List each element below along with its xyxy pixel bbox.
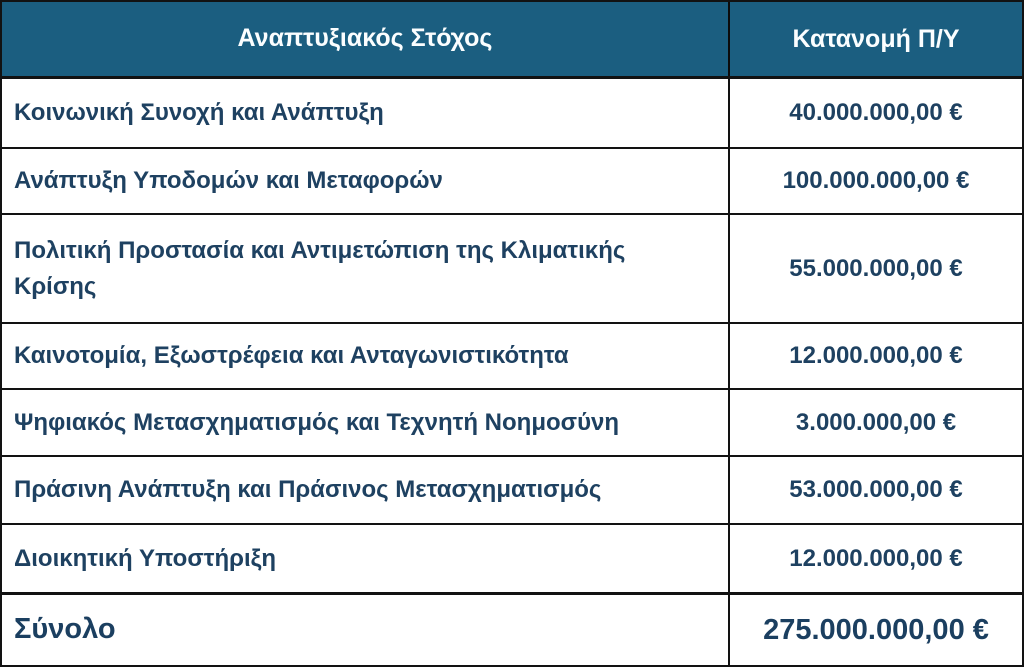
table-row: Πράσινη Ανάπτυξη και Πράσινος Μετασχηματ… — [2, 457, 1022, 525]
table-row: Ανάπτυξη Υποδομών και Μεταφορών 100.000.… — [2, 149, 1022, 215]
budget-value: 40.000.000,00 € — [789, 99, 963, 126]
budget-value: 53.000.000,00 € — [789, 476, 963, 503]
header-goal-column: Αναπτυξιακός Στόχος — [2, 2, 730, 76]
budget-value: 100.000.000,00 € — [782, 167, 970, 194]
table-row: Κοινωνική Συνοχή και Ανάπτυξη 40.000.000… — [2, 79, 1022, 149]
goal-label: Ανάπτυξη Υποδομών και Μεταφορών — [2, 149, 730, 213]
table-row: Καινοτομία, Εξωστρέφεια και Ανταγωνιστικ… — [2, 324, 1022, 390]
goal-label: Καινοτομία, Εξωστρέφεια και Ανταγωνιστικ… — [2, 324, 730, 388]
header-budget-column: Κατανομή Π/Υ — [792, 24, 960, 53]
table-row: Πολιτική Προστασία και Αντιμετώπιση της … — [2, 215, 1022, 324]
goal-label: Ψηφιακός Μετασχηματισμός και Τεχνητή Νοη… — [2, 390, 730, 455]
total-label: Σύνολο — [2, 595, 730, 665]
table-row: Διοικητική Υποστήριξη 12.000.000,00 € — [2, 525, 1022, 595]
budget-value: 3.000.000,00 € — [795, 408, 957, 436]
budget-value: 12.000.000,00 € — [789, 544, 963, 572]
table-total-row: Σύνολο 275.000.000,00 € — [2, 595, 1022, 665]
goal-label: Πράσινη Ανάπτυξη και Πράσινος Μετασχηματ… — [2, 457, 730, 523]
budget-value: 55.000.000,00 € — [789, 254, 963, 282]
goal-label: Διοικητική Υποστήριξη — [2, 525, 730, 592]
table-header-row: Αναπτυξιακός Στόχος Κατανομή Π/Υ — [2, 2, 1022, 79]
table-row: Ψηφιακός Μετασχηματισμός και Τεχνητή Νοη… — [2, 390, 1022, 457]
goal-label: Κοινωνική Συνοχή και Ανάπτυξη — [2, 79, 730, 147]
budget-value: 12.000.000,00 € — [789, 342, 963, 369]
total-value: 275.000.000,00 € — [763, 613, 989, 646]
goal-label: Πολιτική Προστασία και Αντιμετώπιση της … — [2, 215, 730, 322]
